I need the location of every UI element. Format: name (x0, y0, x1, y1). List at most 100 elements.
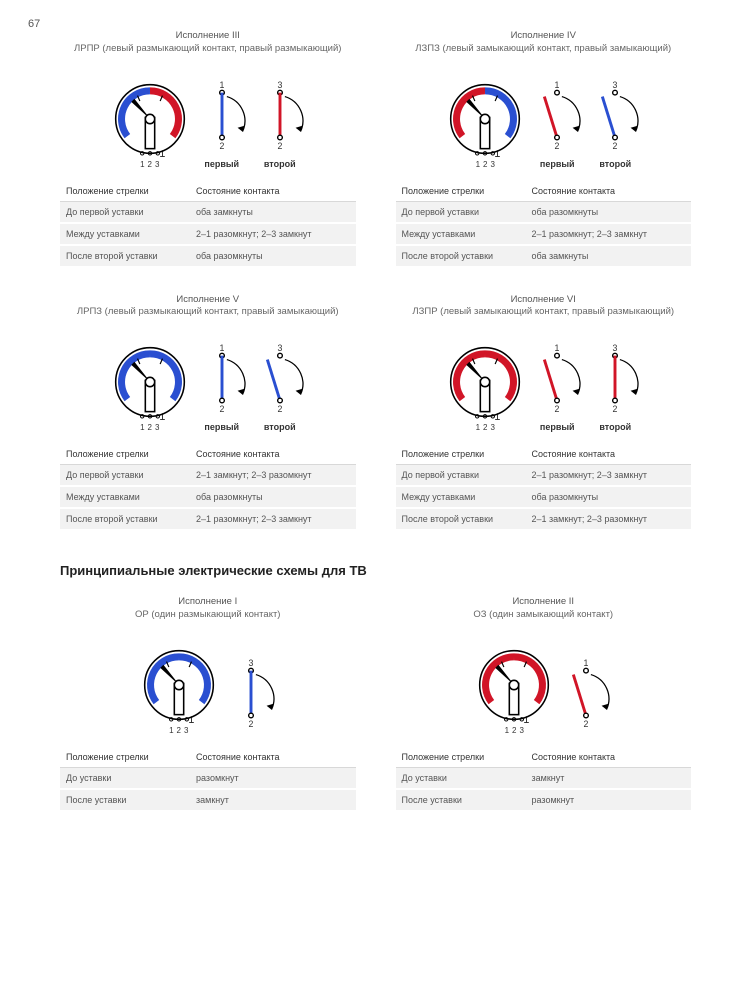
col-state: Состояние контакта (526, 181, 691, 202)
panel-title: Исполнение III (60, 30, 356, 43)
cell-state: оба разомкнуты (526, 201, 691, 223)
switch-icon: 3 2 (590, 342, 640, 420)
panel-header: Исполнение VI ЛЗПР (левый замыкающий кон… (396, 294, 692, 320)
panel: Исполнение I ОР (один размыкающий контак… (60, 596, 356, 810)
cell-position: До первой уставки (396, 201, 526, 223)
svg-text:3: 3 (613, 79, 618, 89)
cell-position: После уставки (396, 789, 526, 810)
diagram-row: 123 1 2 первый 3 2 второй (60, 327, 356, 432)
gauge-icon (140, 646, 218, 724)
panel-subtitle: ЛРПЗ (левый размыкающий контакт, правый … (60, 306, 356, 319)
col-state: Состояние контакта (526, 444, 691, 465)
page-number: 67 (28, 18, 40, 30)
col-state: Состояние контакта (190, 181, 355, 202)
col-position: Положение стрелки (396, 747, 526, 768)
table-row: После второй уставки оба разомкнуты (60, 245, 356, 266)
svg-text:2: 2 (277, 141, 282, 151)
panel-header: Исполнение II ОЗ (один замыкающий контак… (396, 596, 692, 622)
cell-state: разомкнут (190, 767, 355, 789)
cell-state: 2–1 разомкнут; 2–3 замкнут (526, 465, 691, 487)
svg-text:3: 3 (277, 343, 282, 353)
switch-1: 1 2 (561, 657, 611, 735)
gauge: 123 (140, 646, 218, 735)
cell-position: До уставки (60, 767, 190, 789)
svg-text:3: 3 (248, 658, 253, 668)
col-position: Положение стрелки (60, 747, 190, 768)
svg-text:2: 2 (613, 141, 618, 151)
table-row: После второй уставки 2–1 разомкнут; 2–3 … (60, 508, 356, 529)
cell-position: До первой уставки (60, 201, 190, 223)
table-row: Между уставками оба разомкнуты (60, 486, 356, 508)
panel-subtitle: ОР (один размыкающий контакт) (60, 609, 356, 622)
terminal-labels: 123 (505, 726, 524, 735)
panel-subtitle: ЛЗПЗ (левый замыкающий контакт, правый з… (396, 43, 692, 56)
switch-label: второй (599, 422, 631, 432)
table-row: После уставки замкнут (60, 789, 356, 810)
svg-text:3: 3 (613, 343, 618, 353)
panel: Исполнение IV ЛЗПЗ (левый замыкающий кон… (396, 30, 692, 266)
table-row: До первой уставки 2–1 замкнут; 2–3 разом… (60, 465, 356, 487)
cell-position: Между уставками (60, 223, 190, 245)
state-table: Положение стрелки Состояние контакта До … (396, 747, 692, 810)
switch-2: 3 2 второй (255, 342, 305, 432)
state-table: Положение стрелки Состояние контакта До … (60, 747, 356, 810)
switch-icon: 1 2 (197, 342, 247, 420)
gauge: 123 (475, 646, 553, 735)
terminal-labels: 123 (169, 726, 188, 735)
switch-label: первый (540, 422, 575, 432)
cell-state: разомкнут (526, 789, 691, 810)
cell-position: После второй уставки (396, 508, 526, 529)
switch-label: второй (264, 159, 296, 169)
svg-text:1: 1 (219, 79, 224, 89)
switch-label: второй (599, 159, 631, 169)
svg-text:2: 2 (613, 404, 618, 414)
cell-state: оба разомкнуты (526, 486, 691, 508)
switch-icon: 1 2 (532, 342, 582, 420)
table-row: До первой уставки оба замкнуты (60, 201, 356, 223)
svg-text:2: 2 (219, 404, 224, 414)
cell-state: оба замкнуты (190, 201, 355, 223)
panels-grid-2: Исполнение I ОР (один размыкающий контак… (60, 596, 691, 810)
panel-subtitle: ЛРПР (левый размыкающий контакт, правый … (60, 43, 356, 56)
state-table: Положение стрелки Состояние контакта До … (396, 444, 692, 529)
switch-2: 3 2 второй (255, 79, 305, 169)
svg-text:2: 2 (277, 404, 282, 414)
switch-label: первый (204, 422, 239, 432)
cell-position: После второй уставки (60, 245, 190, 266)
panel-subtitle: ЛЗПР (левый замыкающий контакт, правый р… (396, 306, 692, 319)
panel-subtitle: ОЗ (один замыкающий контакт) (396, 609, 692, 622)
cell-state: оба разомкнуты (190, 486, 355, 508)
table-row: До уставки замкнут (396, 767, 692, 789)
switch-icon: 1 2 (532, 79, 582, 157)
svg-text:2: 2 (555, 404, 560, 414)
svg-text:2: 2 (555, 141, 560, 151)
cell-state: оба разомкнуты (190, 245, 355, 266)
diagram-row: 123 1 2 (396, 630, 692, 735)
svg-text:1: 1 (555, 79, 560, 89)
diagram-row: 123 3 2 (60, 630, 356, 735)
state-table: Положение стрелки Состояние контакта До … (396, 181, 692, 266)
switch-label: первый (540, 159, 575, 169)
gauge: 123 (446, 343, 524, 432)
terminal-labels: 123 (140, 423, 159, 432)
cell-state: оба замкнуты (526, 245, 691, 266)
panels-grid-1: Исполнение III ЛРПР (левый размыкающий к… (60, 30, 691, 529)
cell-position: Между уставками (396, 486, 526, 508)
panel-title: Исполнение V (60, 294, 356, 307)
diagram-row: 123 1 2 первый 3 2 второй (396, 327, 692, 432)
cell-state: 2–1 разомкнут; 2–3 замкнут (190, 508, 355, 529)
table-row: Между уставками 2–1 разомкнут; 2–3 замкн… (60, 223, 356, 245)
gauge-icon (111, 343, 189, 421)
switch-icon: 3 2 (226, 657, 276, 735)
switch-label: второй (264, 422, 296, 432)
cell-position: После второй уставки (396, 245, 526, 266)
table-row: После второй уставки оба замкнуты (396, 245, 692, 266)
col-state: Состояние контакта (190, 444, 355, 465)
cell-state: 2–1 разомкнут; 2–3 замкнут (526, 223, 691, 245)
cell-state: 2–1 разомкнут; 2–3 замкнут (190, 223, 355, 245)
cell-position: До уставки (396, 767, 526, 789)
table-row: Между уставками оба разомкнуты (396, 486, 692, 508)
panel-title: Исполнение IV (396, 30, 692, 43)
section-title: Принципиальные электрические схемы для Т… (60, 563, 691, 578)
cell-state: замкнут (190, 789, 355, 810)
